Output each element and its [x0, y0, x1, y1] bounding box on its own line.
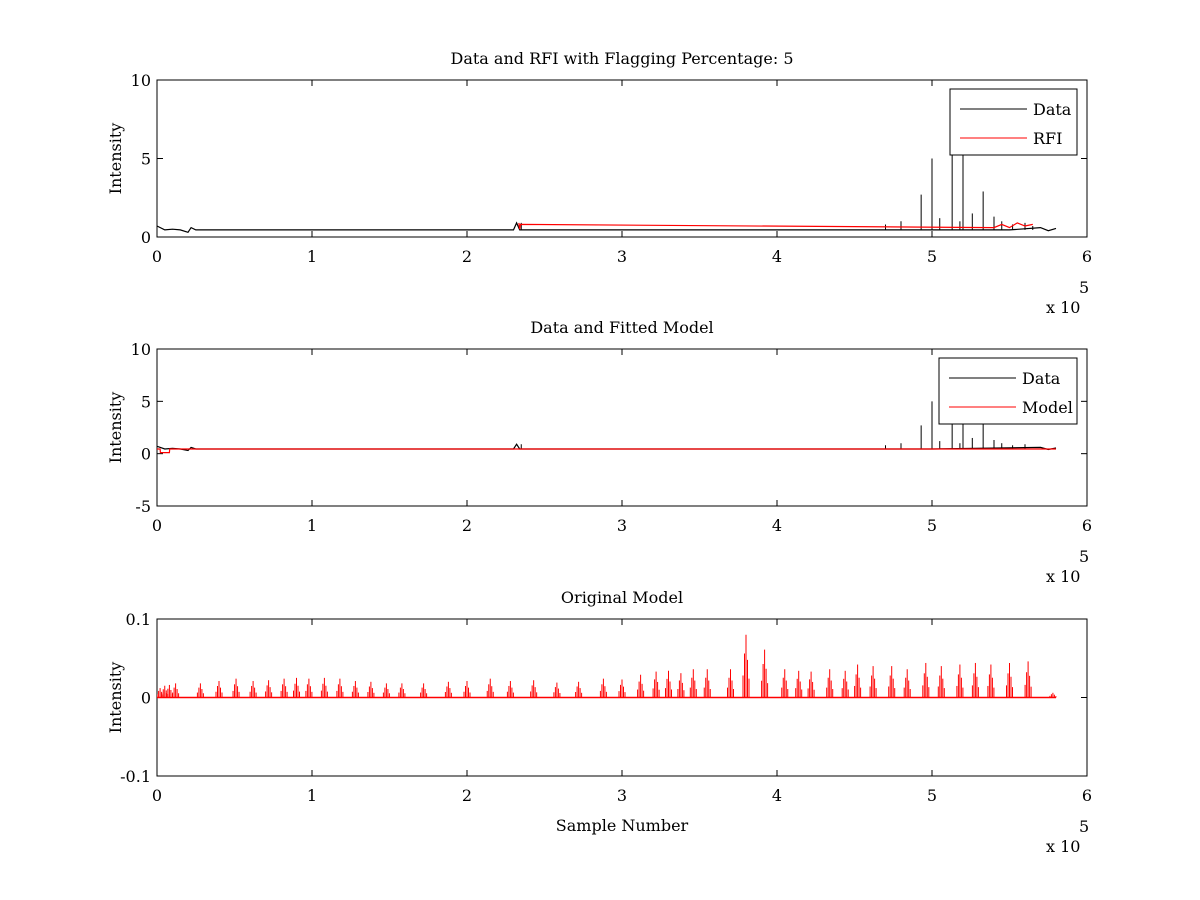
y-tick-label: 5	[141, 392, 151, 411]
data-series-line	[157, 221, 1057, 234]
legend-box	[949, 88, 1078, 156]
plot-area	[157, 95, 1057, 234]
x-tick-label: 3	[617, 516, 627, 535]
model-series	[157, 634, 1057, 699]
x-tick-label: 3	[617, 247, 627, 266]
x-multiplier: x 10	[1046, 837, 1080, 856]
x-tick-label: 2	[462, 516, 472, 535]
x-multiplier: x 10	[1046, 567, 1080, 586]
x-tick-label: 6	[1082, 516, 1092, 535]
x-multiplier-exponent: 5	[1079, 547, 1089, 566]
x-tick-label: 5	[927, 247, 937, 266]
legend-label-model: Model	[1022, 398, 1073, 417]
y-tick-label: 0	[141, 689, 151, 708]
x-tick-label: 2	[462, 786, 472, 805]
legend-label-data: Data	[1033, 100, 1072, 119]
x-multiplier: x 10	[1046, 298, 1080, 317]
y-tick-label: 0	[141, 228, 151, 247]
x-tick-label: 0	[152, 516, 162, 535]
x-axis-label: Sample Number	[556, 816, 689, 835]
rfi-series-line	[518, 222, 1033, 230]
x-tick-label: 3	[617, 786, 627, 805]
axes-box	[156, 79, 1088, 238]
y-tick-label: -5	[135, 497, 151, 516]
legend: Data RFI	[949, 88, 1078, 156]
x-tick-label: 6	[1082, 786, 1092, 805]
x-tick-label: 5	[927, 786, 937, 805]
chart-title: Data and Fitted Model	[530, 318, 713, 337]
data-series	[157, 359, 1057, 452]
y-tick-label: 5	[141, 150, 151, 169]
x-tick-label: 4	[772, 516, 782, 535]
x-tick-label: 2	[462, 247, 472, 266]
x-tick-label: 0	[152, 247, 162, 266]
y-tick-label: 0.1	[126, 610, 151, 629]
chart-title: Data and RFI with Flagging Percentage: 5	[450, 49, 793, 68]
model-series	[157, 448, 1056, 454]
x-tick-label: 4	[772, 247, 782, 266]
data-series	[157, 95, 1057, 234]
y-tick-label: 10	[131, 340, 151, 359]
model-series-line	[157, 448, 1056, 454]
x-tick-label: 1	[307, 786, 317, 805]
x-tick-label: 5	[927, 516, 937, 535]
y-tick-label: -0.1	[120, 767, 151, 786]
chart-title: Original Model	[561, 588, 683, 607]
legend-box	[938, 357, 1078, 425]
x-tick-label: 4	[772, 786, 782, 805]
x-multiplier-exponent: 5	[1079, 278, 1089, 297]
x-tick-label: 0	[152, 786, 162, 805]
legend: Data Model	[938, 357, 1078, 425]
y-tick-label: 0	[141, 445, 151, 464]
x-tick-label: 1	[307, 516, 317, 535]
plot-area	[157, 634, 1057, 699]
x-tick-label: 6	[1082, 247, 1092, 266]
y-tick-label: 10	[131, 71, 151, 90]
legend-label-data: Data	[1022, 369, 1061, 388]
y-axis-label: Intensity	[106, 392, 125, 464]
y-axis-label: Intensity	[106, 662, 125, 734]
legend-label-rfi: RFI	[1033, 129, 1062, 148]
y-axis-label: Intensity	[106, 123, 125, 195]
x-tick-label: 1	[307, 247, 317, 266]
rfi-series	[518, 222, 1033, 230]
plot-area	[157, 359, 1057, 454]
chart-panel-rfi: Data and RFI with Flagging Percentage: 5…	[106, 49, 1092, 317]
x-multiplier-exponent: 5	[1079, 817, 1089, 836]
